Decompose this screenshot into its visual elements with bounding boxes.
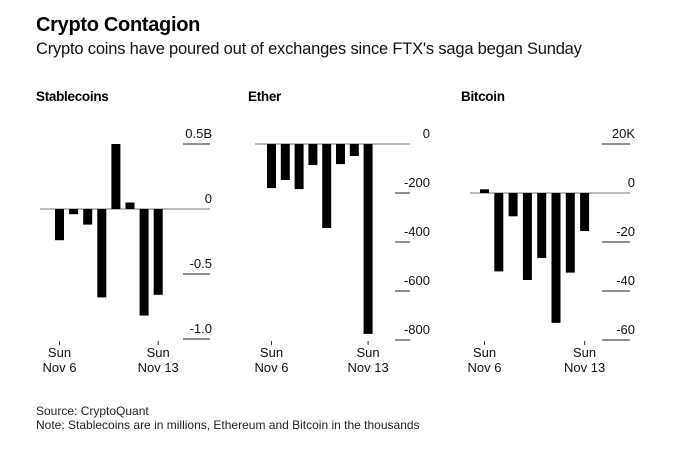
- bar: [308, 144, 318, 166]
- x-tick-label: Sun: [473, 345, 496, 360]
- bar: [349, 144, 359, 157]
- x-tick-label: Sun: [573, 345, 596, 360]
- y-tick-label: -600: [404, 273, 430, 288]
- x-tick-label: Sun: [357, 345, 380, 360]
- x-tick-label: Sun: [147, 345, 170, 360]
- source-note: Source: CryptoQuant: [36, 404, 149, 418]
- x-tick-label: Nov 6: [255, 360, 289, 375]
- y-tick-label: -800: [404, 322, 430, 337]
- bar: [153, 209, 163, 295]
- chart-subtitle: Crypto coins have poured out of exchange…: [36, 40, 582, 58]
- x-tick-label: Nov 13: [138, 360, 179, 375]
- y-tick-label: 0: [423, 126, 430, 141]
- panel-title-bitcoin: Bitcoin: [461, 89, 505, 104]
- bar: [537, 193, 547, 258]
- bar: [55, 209, 64, 241]
- y-tick-label: 0.5B: [185, 126, 212, 141]
- y-tick-label: 20K: [612, 126, 635, 141]
- y-tick-label: -200: [404, 175, 430, 190]
- bar: [294, 144, 304, 190]
- panel-title-ether: Ether: [248, 89, 282, 104]
- bar: [508, 193, 518, 217]
- x-tick-label: Nov 13: [564, 360, 605, 375]
- bar: [580, 193, 590, 231]
- y-tick-label: 0: [628, 175, 635, 190]
- bar: [69, 209, 79, 215]
- bar: [139, 209, 149, 316]
- bar: [336, 144, 345, 165]
- bar: [83, 209, 93, 225]
- y-tick-label: 0: [205, 191, 212, 206]
- panel-title-stablecoins: Stablecoins: [36, 89, 109, 104]
- bar: [480, 189, 489, 193]
- y-tick-label: -40: [616, 273, 635, 288]
- bar: [280, 144, 290, 181]
- bar: [522, 193, 532, 280]
- bar: [125, 202, 135, 209]
- bar: [551, 193, 561, 323]
- bar: [97, 209, 107, 298]
- bar: [363, 144, 373, 334]
- footer: Source: CryptoQuant Note: Stablecoins ar…: [36, 404, 420, 432]
- x-tick-label: Nov 6: [43, 360, 77, 375]
- chart-title: Crypto Contagion: [36, 14, 201, 36]
- y-tick-label: -0.5: [190, 256, 212, 271]
- x-tick-label: Nov 6: [468, 360, 502, 375]
- y-tick-label: -20: [616, 224, 635, 239]
- y-tick-label: -1.0: [190, 321, 212, 336]
- bar: [111, 144, 121, 209]
- x-tick-label: Sun: [48, 345, 71, 360]
- y-tick-label: -60: [616, 322, 635, 337]
- units-note: Note: Stablecoins are in millions, Ether…: [36, 418, 420, 432]
- bar: [565, 193, 575, 273]
- x-tick-label: Nov 13: [347, 360, 388, 375]
- x-tick-label: Sun: [260, 345, 283, 360]
- y-tick-label: -400: [404, 224, 430, 239]
- bar: [494, 193, 504, 272]
- bar: [267, 144, 276, 189]
- bar: [322, 144, 332, 229]
